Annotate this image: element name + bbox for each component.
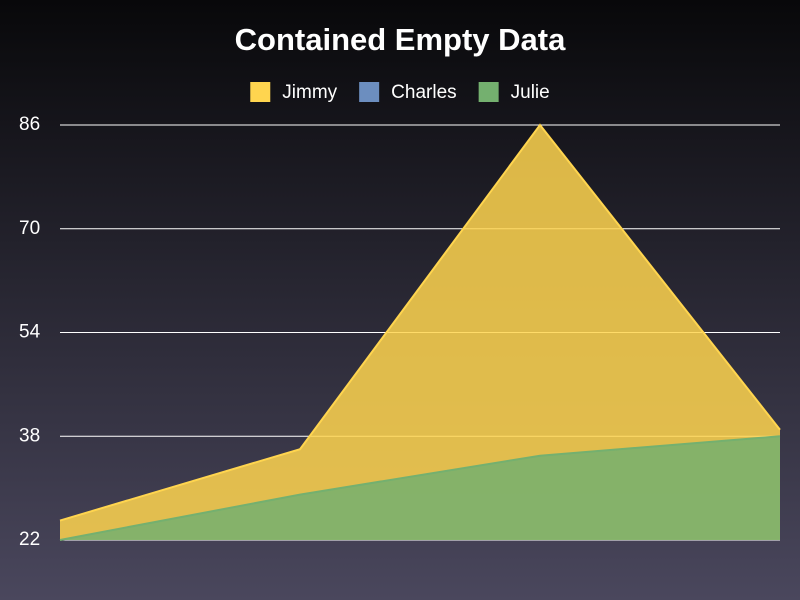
legend-swatch: [359, 82, 380, 102]
legend-label: Julie: [511, 82, 550, 103]
y-tick-label: 22: [19, 529, 40, 550]
chart-title: Contained Empty Data: [235, 22, 566, 57]
y-tick-label: 70: [19, 218, 40, 239]
legend-swatch: [478, 82, 499, 102]
area-line: [59, 435, 781, 541]
legend: Jimmy Charles Julie: [250, 82, 550, 103]
legend-item: Julie: [478, 82, 550, 103]
y-tick-label: 54: [19, 322, 41, 343]
area-line: [59, 123, 781, 522]
legend-label: Jimmy: [282, 82, 337, 103]
area: [60, 125, 780, 540]
legend-item: Jimmy: [250, 82, 338, 103]
y-tick-label: 86: [19, 114, 40, 135]
legend-swatch: [250, 82, 271, 102]
legend-item: Charles: [359, 82, 457, 103]
y-tick-label: 38: [19, 425, 40, 446]
area: [60, 436, 780, 540]
legend-label: Charles: [391, 82, 456, 103]
